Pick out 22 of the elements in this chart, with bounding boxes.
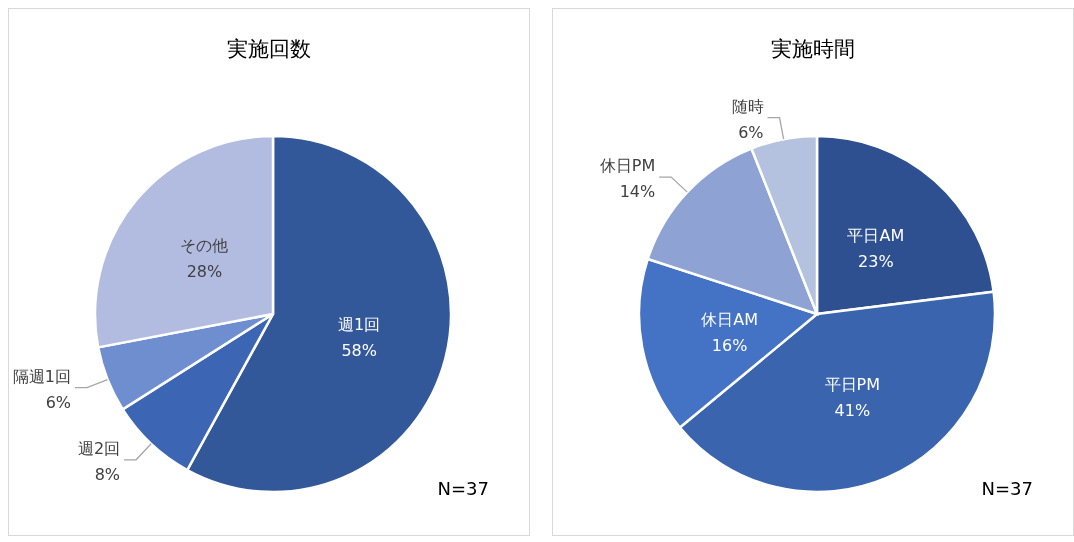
chart-title: 実施時間 [770, 36, 856, 63]
data-label: 16% [711, 335, 748, 355]
text: N=37 [981, 478, 1033, 499]
slice-label: 週2回 [77, 438, 121, 458]
slice-label: 随時 [731, 96, 764, 116]
data-label: 23% [858, 252, 894, 272]
data-label: 41% [834, 400, 871, 420]
slice-label: 週1回 [338, 315, 381, 335]
text: N=37 [437, 478, 489, 499]
slice-label: 平日PM [824, 374, 881, 394]
data-label: 8% [94, 464, 121, 484]
data-label: 14% [619, 182, 656, 202]
data-label: 6% [738, 122, 764, 142]
slice-label: 休日AM [701, 309, 758, 329]
chart-title: 実施回数 [226, 36, 312, 63]
slice-label: 平日AM [847, 226, 905, 246]
data-label: 58% [341, 341, 377, 361]
slice-label: 休日PM [599, 156, 656, 176]
data-label: 6% [45, 392, 72, 412]
slice-label: 隔週1回 [12, 366, 72, 386]
slice-label: その他 [180, 236, 229, 256]
data-label: 28% [186, 262, 223, 282]
